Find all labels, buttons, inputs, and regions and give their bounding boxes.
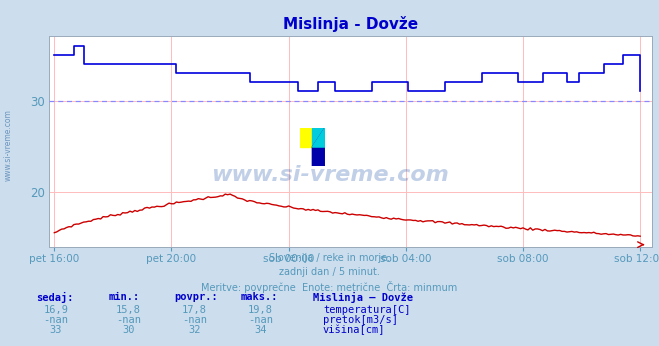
- Text: 19,8: 19,8: [248, 305, 273, 315]
- Text: -nan: -nan: [182, 315, 207, 325]
- Text: -nan: -nan: [43, 315, 69, 325]
- Text: Mislinja – Dovže: Mislinja – Dovže: [313, 292, 413, 303]
- Text: Slovenija / reke in morje.: Slovenija / reke in morje.: [269, 253, 390, 263]
- Polygon shape: [312, 128, 325, 147]
- Bar: [300, 128, 312, 147]
- Text: min.:: min.:: [109, 292, 140, 302]
- Polygon shape: [312, 128, 325, 166]
- Text: sedaj:: sedaj:: [36, 292, 74, 303]
- Text: Meritve: povprečne  Enote: metrične  Črta: minmum: Meritve: povprečne Enote: metrične Črta:…: [202, 281, 457, 293]
- Title: Mislinja - Dovže: Mislinja - Dovže: [283, 16, 418, 33]
- Text: 30: 30: [123, 325, 134, 335]
- Text: 15,8: 15,8: [116, 305, 141, 315]
- Text: 16,9: 16,9: [43, 305, 69, 315]
- Text: povpr.:: povpr.:: [175, 292, 218, 302]
- Text: 34: 34: [254, 325, 266, 335]
- Text: www.si-vreme.com: www.si-vreme.com: [211, 165, 448, 185]
- Text: 33: 33: [50, 325, 62, 335]
- Text: -nan: -nan: [248, 315, 273, 325]
- Text: -nan: -nan: [116, 315, 141, 325]
- Text: maks.:: maks.:: [241, 292, 278, 302]
- Text: 32: 32: [188, 325, 200, 335]
- Text: pretok[m3/s]: pretok[m3/s]: [323, 315, 398, 325]
- Text: višina[cm]: višina[cm]: [323, 325, 386, 335]
- Text: www.si-vreme.com: www.si-vreme.com: [4, 109, 13, 181]
- Text: 17,8: 17,8: [182, 305, 207, 315]
- Text: zadnji dan / 5 minut.: zadnji dan / 5 minut.: [279, 267, 380, 277]
- Bar: [312, 128, 325, 147]
- Text: temperatura[C]: temperatura[C]: [323, 305, 411, 315]
